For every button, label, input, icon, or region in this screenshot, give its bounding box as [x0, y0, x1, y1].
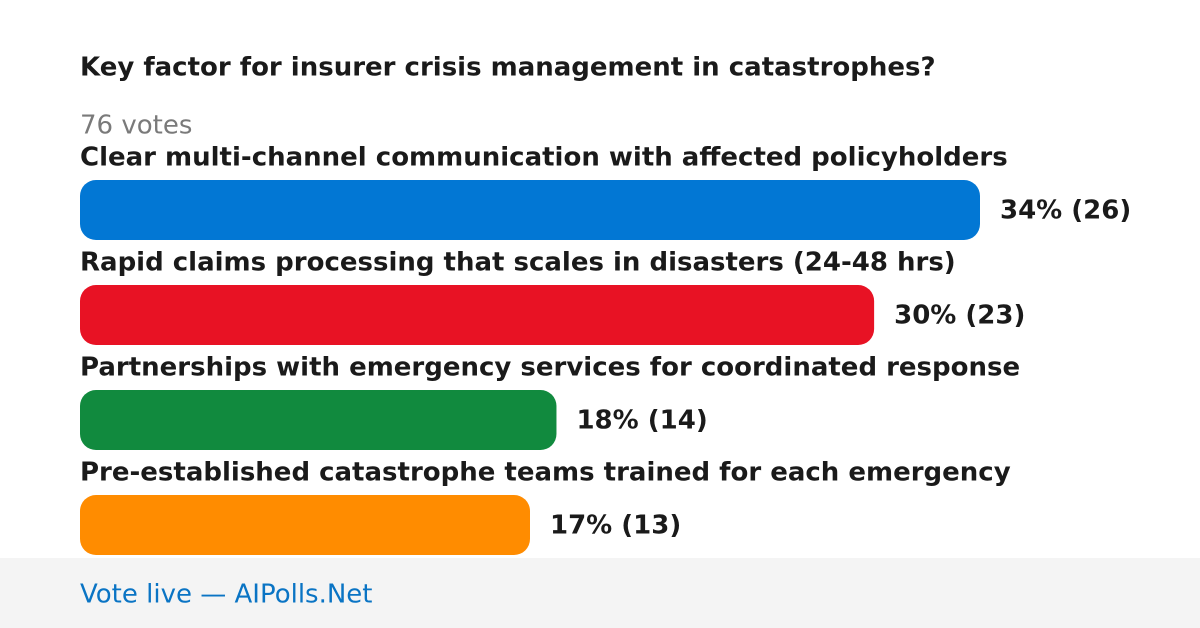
vote-count: 76 votes: [80, 111, 192, 141]
value-label: 17% (13): [550, 511, 681, 541]
option-label: Rapid claims processing that scales in d…: [80, 248, 956, 278]
option-label: Partnerships with emergency services for…: [80, 353, 1020, 383]
footer-link[interactable]: Vote live — AIPolls.Net: [80, 580, 373, 610]
bar: [80, 495, 530, 555]
bar: [80, 390, 557, 450]
chart-title: Key factor for insurer crisis management…: [80, 53, 936, 83]
bar: [80, 180, 980, 240]
option-label: Pre-established catastrophe teams traine…: [80, 458, 1011, 488]
value-label: 30% (23): [894, 301, 1025, 331]
bar: [80, 285, 875, 345]
value-label: 34% (26): [1000, 196, 1131, 226]
value-label: 18% (14): [576, 406, 707, 436]
option-label: Clear multi-channel communication with a…: [80, 143, 1008, 173]
footer-bg: [0, 558, 1200, 628]
